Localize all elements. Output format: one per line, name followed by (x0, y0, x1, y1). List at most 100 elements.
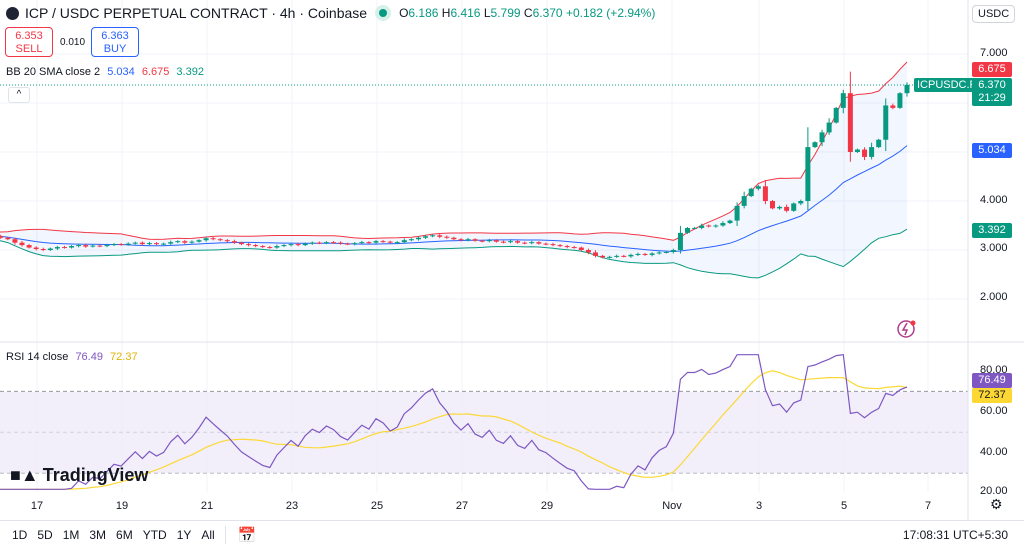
candle-body (387, 241, 393, 243)
candle-body (677, 232, 683, 250)
candle-body (621, 255, 627, 257)
candle-body (819, 132, 825, 143)
candle-body (295, 244, 301, 246)
range-all[interactable]: All (201, 528, 215, 542)
candle-body (515, 241, 521, 243)
candle-body (522, 242, 528, 244)
candle-body (600, 255, 606, 258)
range-1y[interactable]: 1Y (176, 528, 192, 542)
price-label: 3.000 (980, 242, 1008, 254)
settings-icon[interactable]: ⚙ (990, 496, 1003, 512)
candle-body (210, 238, 216, 240)
candle-body (196, 240, 202, 242)
time-label: 19 (115, 500, 129, 512)
candle-body (458, 239, 464, 241)
time-label: Nov (662, 500, 682, 512)
rsi-label: 20.00 (980, 485, 1008, 497)
candle-body (323, 242, 329, 244)
ohlc-values: O6.186 H6.416 L5.799 C6.370 +0.182 (+2.9… (399, 6, 656, 20)
range-3m[interactable]: 3M (89, 528, 107, 542)
candle-body (656, 252, 662, 254)
candle-body (97, 245, 103, 247)
candle-body (175, 241, 181, 243)
time-label: 17 (30, 500, 44, 512)
sell-button[interactable]: 6.353 SELL (5, 27, 53, 57)
range-5d[interactable]: 5D (37, 528, 53, 542)
candle-body (345, 243, 351, 245)
candle-body (253, 245, 259, 247)
candle-body (543, 243, 549, 245)
bb-upper-tag: 6.675 (972, 62, 1012, 77)
candle-body (260, 246, 266, 248)
candle-body (564, 246, 570, 248)
candle-body (833, 107, 839, 123)
candle-body (61, 247, 67, 249)
candle-body (189, 241, 195, 243)
candle-body (182, 241, 188, 243)
time-label: 25 (370, 500, 384, 512)
candle-body (465, 239, 471, 241)
candle-body (238, 242, 244, 245)
candle-body (791, 203, 797, 211)
range-ytd[interactable]: YTD (142, 528, 167, 542)
candle-body (118, 244, 124, 246)
candle-body (394, 242, 400, 244)
candle-body (267, 247, 273, 249)
candle-body (663, 251, 669, 253)
buy-button[interactable]: 6.363 BUY (91, 27, 139, 57)
rsi-band-background (0, 392, 968, 473)
candle-body (132, 242, 138, 244)
candle-body (769, 201, 775, 209)
time-label: 21 (200, 500, 214, 512)
candle-body (33, 247, 39, 250)
candle-body (146, 243, 152, 245)
range-6m[interactable]: 6M (116, 528, 133, 542)
candle-body (777, 206, 783, 209)
clock[interactable]: 17:08:31 UTC+5:30 (902, 528, 1008, 542)
candle-body (302, 243, 308, 246)
rsi-legend[interactable]: RSI 14 close 76.49 72.37 (6, 351, 138, 363)
candle-body (897, 93, 903, 108)
candle-body (288, 244, 294, 246)
candle-body (125, 243, 131, 245)
candle-body (734, 205, 740, 221)
candle-body (430, 235, 436, 237)
rsi-line (0, 354, 908, 490)
time-label: 29 (540, 500, 554, 512)
candle-body (670, 250, 676, 252)
bottom-toolbar: 1D 5D 1M 3M 6M YTD 1Y All 📅 17:08:31 UTC… (0, 520, 1024, 549)
bb-lower-tag: 3.392 (972, 223, 1012, 238)
candle-body (869, 147, 875, 157)
candle-body (69, 246, 75, 248)
rsi-label: 40.00 (980, 446, 1008, 458)
candle-body (706, 225, 712, 227)
candle-body (500, 241, 506, 243)
candle-body (529, 242, 535, 244)
goto-date-calendar-icon[interactable]: 📅 (224, 526, 256, 544)
candle-body (373, 241, 379, 243)
candle-body (847, 93, 853, 152)
candle-body (713, 225, 719, 227)
collapse-legend-button[interactable]: ^ (8, 87, 30, 103)
candle-body (904, 84, 910, 94)
lightning-icon[interactable] (897, 320, 916, 338)
rsi-value-tag: 76.49 (972, 373, 1012, 388)
candle-body (720, 223, 726, 226)
range-1m[interactable]: 1M (62, 528, 80, 542)
candle-body (338, 242, 344, 244)
candle-body (203, 238, 209, 241)
bb-legend[interactable]: BB 20 SMA close 2 5.034 6.675 3.392 (6, 66, 204, 78)
candle-body (19, 242, 25, 246)
candle-body (437, 235, 443, 237)
candle-body (451, 237, 457, 240)
range-1d[interactable]: 1D (12, 528, 28, 542)
candle-body (508, 241, 514, 243)
rsi-ma-line (0, 370, 908, 490)
symbol-title[interactable]: ICP / USDC PERPETUAL CONTRACT · 4h · Coi… (25, 5, 368, 21)
time-label: 27 (455, 500, 469, 512)
candle-body (741, 196, 747, 206)
candle-body (111, 244, 117, 246)
currency-selector[interactable]: USDC (972, 5, 1016, 23)
candle-body (359, 242, 365, 244)
